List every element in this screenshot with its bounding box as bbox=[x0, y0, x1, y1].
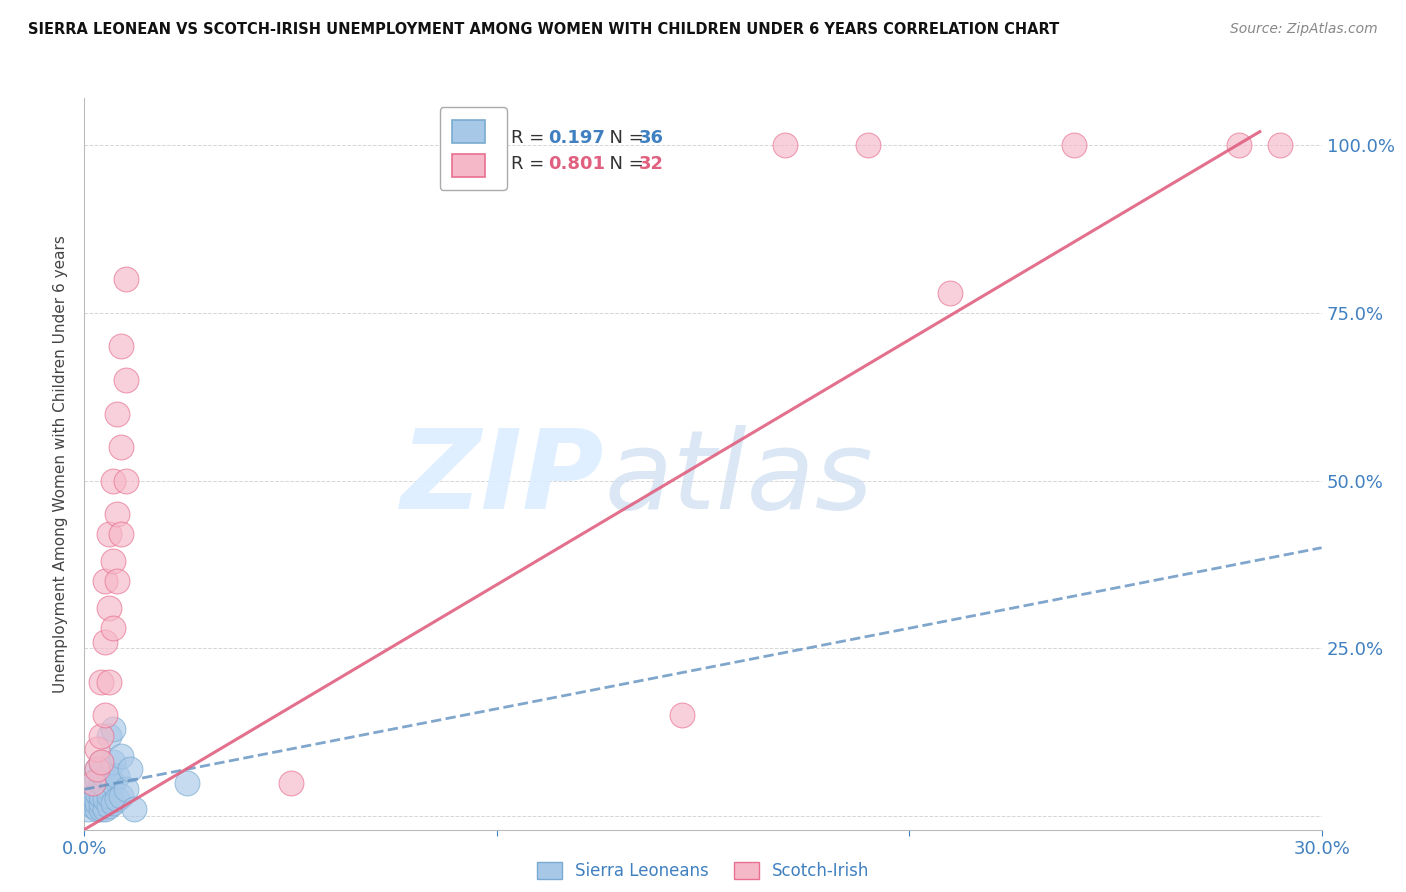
Point bbox=[98, 789, 121, 803]
Point bbox=[98, 799, 121, 814]
Point bbox=[82, 775, 104, 789]
Text: SIERRA LEONEAN VS SCOTCH-IRISH UNEMPLOYMENT AMONG WOMEN WITH CHILDREN UNDER 6 YE: SIERRA LEONEAN VS SCOTCH-IRISH UNEMPLOYM… bbox=[28, 22, 1059, 37]
Point bbox=[90, 729, 112, 743]
Point bbox=[77, 792, 100, 806]
Point bbox=[280, 775, 302, 789]
Point bbox=[77, 802, 100, 816]
Point bbox=[775, 138, 797, 153]
Point bbox=[103, 474, 125, 488]
Point bbox=[82, 799, 104, 814]
Text: 36: 36 bbox=[638, 129, 664, 147]
Point bbox=[94, 769, 117, 783]
Point bbox=[90, 756, 112, 770]
Text: 0.801: 0.801 bbox=[548, 155, 606, 173]
Point bbox=[90, 775, 112, 789]
Point bbox=[110, 748, 132, 763]
Point bbox=[98, 729, 121, 743]
Point bbox=[103, 775, 125, 789]
Text: ZIP: ZIP bbox=[401, 425, 605, 532]
Point bbox=[671, 708, 693, 723]
Text: R =: R = bbox=[512, 129, 550, 147]
Point bbox=[90, 789, 112, 803]
Point bbox=[122, 802, 145, 816]
Point bbox=[1063, 138, 1085, 153]
Point bbox=[98, 601, 121, 615]
Point bbox=[103, 756, 125, 770]
Point bbox=[90, 674, 112, 689]
Point bbox=[110, 527, 132, 541]
Y-axis label: Unemployment Among Women with Children Under 6 years: Unemployment Among Women with Children U… bbox=[53, 235, 69, 693]
Point bbox=[94, 779, 117, 793]
Point bbox=[114, 272, 136, 286]
Point bbox=[105, 507, 128, 521]
Point bbox=[94, 792, 117, 806]
Point bbox=[90, 756, 112, 770]
Point bbox=[94, 574, 117, 589]
Point bbox=[86, 802, 108, 816]
Point bbox=[114, 782, 136, 797]
Point bbox=[86, 742, 108, 756]
Point bbox=[105, 769, 128, 783]
Point bbox=[98, 769, 121, 783]
Text: N =: N = bbox=[598, 155, 650, 173]
Point bbox=[176, 775, 198, 789]
Point bbox=[86, 762, 108, 776]
Point bbox=[103, 621, 125, 635]
Point bbox=[90, 796, 112, 810]
Point bbox=[98, 527, 121, 541]
Point bbox=[103, 554, 125, 568]
Legend: Sierra Leoneans, Scotch-Irish: Sierra Leoneans, Scotch-Irish bbox=[530, 855, 876, 887]
Point bbox=[856, 138, 879, 153]
Point bbox=[94, 634, 117, 648]
Point bbox=[110, 339, 132, 353]
Text: 0.197: 0.197 bbox=[548, 129, 605, 147]
Text: N =: N = bbox=[598, 129, 650, 147]
Point bbox=[105, 792, 128, 806]
Point bbox=[105, 407, 128, 421]
Point bbox=[90, 765, 112, 780]
Point bbox=[105, 574, 128, 589]
Point bbox=[86, 786, 108, 800]
Point bbox=[94, 708, 117, 723]
Point bbox=[82, 775, 104, 789]
Point bbox=[1270, 138, 1292, 153]
Point bbox=[86, 796, 108, 810]
Point bbox=[86, 772, 108, 787]
Point bbox=[1227, 138, 1250, 153]
Text: 32: 32 bbox=[638, 155, 664, 173]
Point bbox=[86, 762, 108, 776]
Text: atlas: atlas bbox=[605, 425, 873, 532]
Point bbox=[94, 802, 117, 816]
Point bbox=[82, 789, 104, 803]
Point bbox=[90, 802, 112, 816]
Point bbox=[114, 474, 136, 488]
Point bbox=[114, 373, 136, 387]
Point bbox=[110, 789, 132, 803]
Text: Source: ZipAtlas.com: Source: ZipAtlas.com bbox=[1230, 22, 1378, 37]
Point bbox=[98, 674, 121, 689]
Text: R =: R = bbox=[512, 155, 550, 173]
Point bbox=[103, 796, 125, 810]
Point bbox=[103, 722, 125, 736]
Point bbox=[118, 762, 141, 776]
Point bbox=[939, 285, 962, 300]
Point bbox=[110, 440, 132, 454]
